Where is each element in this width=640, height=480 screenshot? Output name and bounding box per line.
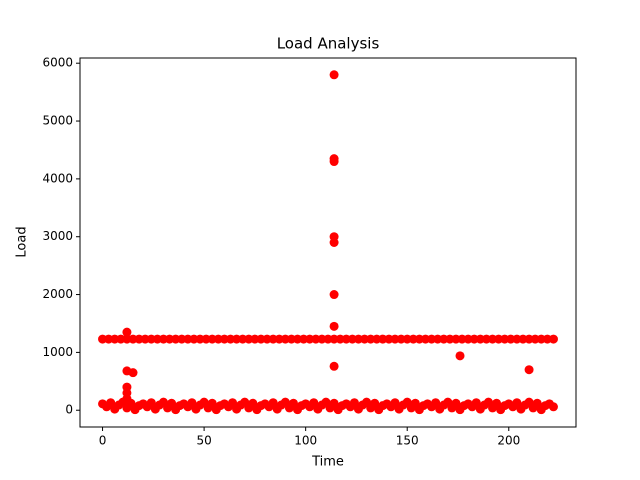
y-tick-label: 5000 <box>42 114 73 128</box>
y-tick-label: 4000 <box>42 171 73 185</box>
point <box>329 321 339 331</box>
y-tick-label: 3000 <box>42 229 73 243</box>
plot-frame <box>79 57 577 428</box>
x-tick-label: 150 <box>396 434 419 448</box>
y-tick-label: 0 <box>65 403 73 417</box>
point <box>329 290 339 300</box>
y-tick-label: 2000 <box>42 287 73 301</box>
x-tick-label: 200 <box>497 434 520 448</box>
point <box>329 238 339 247</box>
point <box>122 394 132 404</box>
point <box>455 351 465 361</box>
point <box>524 365 534 375</box>
x-tick-label: 100 <box>294 434 317 448</box>
point <box>548 334 558 344</box>
point <box>548 402 558 412</box>
point <box>128 368 138 378</box>
y-tick-label: 1000 <box>42 345 73 359</box>
chart-title: Load Analysis <box>277 35 380 53</box>
y-tick-label: 6000 <box>42 56 73 70</box>
x-tick-label: 0 <box>99 434 107 448</box>
y-axis-label: Load <box>15 226 30 257</box>
x-tick-label: 50 <box>196 434 211 448</box>
point <box>329 157 339 167</box>
x-axis-label: Time <box>311 455 344 470</box>
point <box>329 361 339 371</box>
point <box>329 70 339 80</box>
point <box>122 327 132 337</box>
